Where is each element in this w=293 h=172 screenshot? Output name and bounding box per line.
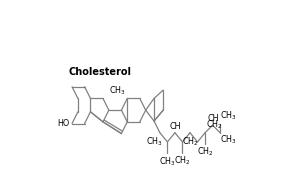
Text: CH$_3$: CH$_3$ [220,110,237,122]
Text: CH$_2$: CH$_2$ [182,135,199,148]
Text: CH$_2$: CH$_2$ [174,155,191,168]
Text: CH$_3$: CH$_3$ [146,135,162,148]
Text: HO: HO [58,119,70,128]
Text: CH$_2$: CH$_2$ [206,118,223,131]
Text: CH: CH [169,122,181,131]
Text: CH: CH [207,114,219,123]
Text: CH$_3$: CH$_3$ [159,155,176,168]
Text: CH$_3$: CH$_3$ [220,133,237,146]
Text: CH$_3$: CH$_3$ [109,84,126,97]
Text: CH$_2$: CH$_2$ [197,146,213,158]
Text: Cholesterol: Cholesterol [69,67,132,78]
